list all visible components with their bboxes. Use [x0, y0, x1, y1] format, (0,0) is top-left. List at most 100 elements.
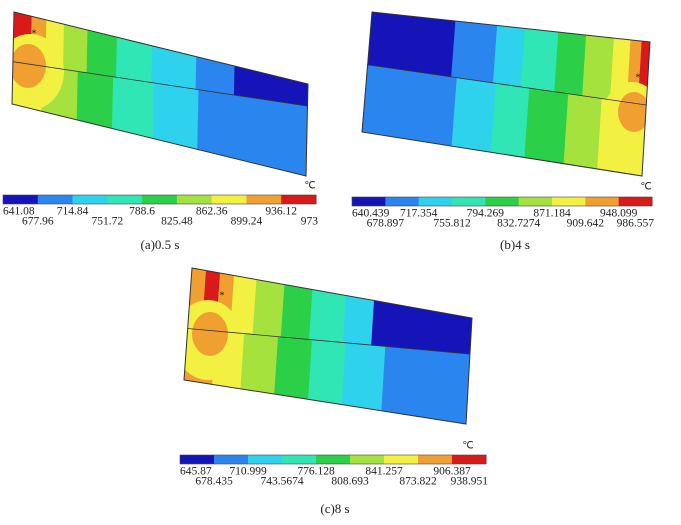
contour-plot	[184, 268, 472, 424]
caption: (b)4 s	[500, 237, 530, 252]
contour-band	[233, 66, 308, 107]
contour-band	[111, 76, 156, 139]
colorbar-segment	[618, 197, 653, 206]
contour-band	[582, 35, 615, 100]
hot-zone	[192, 312, 228, 356]
caption: (a)0.5 s	[141, 237, 180, 252]
contour-band	[451, 21, 498, 84]
layer-line	[12, 61, 308, 107]
legend-label: 986.557	[617, 218, 655, 230]
contour-band	[280, 284, 314, 340]
colorbar-segment	[107, 195, 143, 204]
colorbar-segment	[518, 197, 553, 206]
colorbar-segment	[214, 455, 249, 464]
contour-band	[381, 346, 471, 424]
legend-label: 678.897	[367, 218, 405, 230]
colorbar-segment	[452, 197, 486, 206]
legend-label: 862.36	[196, 206, 228, 218]
contour-band	[86, 30, 118, 78]
contour-band	[197, 89, 308, 176]
contour-band	[492, 25, 526, 88]
layer-line	[187, 328, 470, 355]
legend-label: 906.387	[433, 466, 471, 478]
colorbar-outline	[179, 454, 487, 465]
colorbar-segment	[384, 455, 419, 464]
contour-plot	[362, 12, 650, 176]
legend-label: 871.184	[533, 208, 571, 220]
legend-label: 909.642	[567, 218, 605, 230]
legend-label: 776.128	[297, 466, 335, 478]
legend-label: 788.6	[129, 206, 155, 218]
colorbar-segment	[246, 195, 282, 204]
plate-outline	[11, 11, 309, 177]
marker: *	[32, 28, 37, 39]
colorbar-segment	[248, 455, 283, 464]
contour-band	[490, 83, 531, 158]
legend-label: 710.999	[229, 466, 267, 478]
contour-band	[451, 77, 497, 153]
contour-band	[367, 12, 457, 77]
contour-band	[520, 28, 560, 92]
colorbar-segment	[316, 455, 351, 464]
plate-outline	[361, 11, 651, 177]
legend-label: 640.439	[352, 208, 390, 220]
legend-label: 936.12	[265, 206, 297, 218]
legend-label: 899.24	[231, 216, 263, 228]
contour-band	[341, 342, 387, 411]
contour-band	[524, 88, 570, 164]
contour-band	[342, 295, 375, 346]
unit-label: ℃	[640, 181, 651, 192]
colorbar-segment	[385, 197, 420, 206]
colorbar-segment	[350, 455, 385, 464]
contour-band	[308, 339, 347, 405]
legend-label: 743.5674	[260, 476, 303, 488]
caption: (c)8 s	[320, 501, 349, 516]
legend-label: 808.693	[331, 476, 369, 488]
contour-band	[563, 93, 603, 170]
colorbar-segment	[418, 455, 453, 464]
contour-band	[76, 71, 114, 129]
legend-label: 832.7274	[497, 218, 540, 230]
legend-label: 717.354	[400, 208, 438, 220]
legend-label: 794.269	[467, 208, 505, 220]
plate-outline	[183, 267, 473, 425]
contour-plot	[12, 12, 308, 176]
colorbar-outline	[351, 196, 653, 207]
colorbar-segment	[37, 195, 74, 204]
colorbar-segment	[180, 455, 215, 464]
contour-band	[195, 56, 236, 96]
colorbar-segment	[352, 197, 386, 206]
contour-band	[240, 333, 279, 395]
unit-label: ℃	[462, 440, 473, 451]
colorbar-segment	[452, 455, 487, 464]
legend-label: 714.84	[57, 206, 89, 218]
legend-label: 641.08	[3, 206, 35, 218]
legend-label: 677.96	[22, 216, 54, 228]
legend-label: 645.87	[180, 466, 212, 478]
legend-label: 678.435	[195, 476, 233, 488]
colorbar-segment	[585, 197, 620, 206]
legend-label: 873.822	[399, 476, 437, 488]
legend-label: 755.812	[433, 218, 471, 230]
hot-zone	[12, 44, 46, 88]
colorbar-segment	[211, 195, 247, 204]
colorbar-segment	[3, 195, 39, 204]
marker: *	[636, 72, 641, 83]
contour-band	[252, 279, 286, 337]
legend-label: 841.257	[365, 466, 403, 478]
legend-label: 751.72	[92, 216, 124, 228]
colorbar-segment	[142, 195, 178, 204]
legend-label: 825.48	[161, 216, 193, 228]
contour-band	[116, 37, 154, 83]
colorbar-segment	[281, 195, 317, 204]
unit-label: ℃	[304, 180, 315, 191]
contour-band	[309, 289, 347, 343]
legend-label: 973	[301, 216, 319, 228]
marker: *	[220, 290, 225, 301]
contour-band	[63, 24, 89, 73]
colorbar-segment	[485, 197, 520, 206]
contour-band	[554, 32, 587, 96]
contour-band	[151, 45, 198, 90]
legend-label: 938.951	[451, 476, 489, 488]
